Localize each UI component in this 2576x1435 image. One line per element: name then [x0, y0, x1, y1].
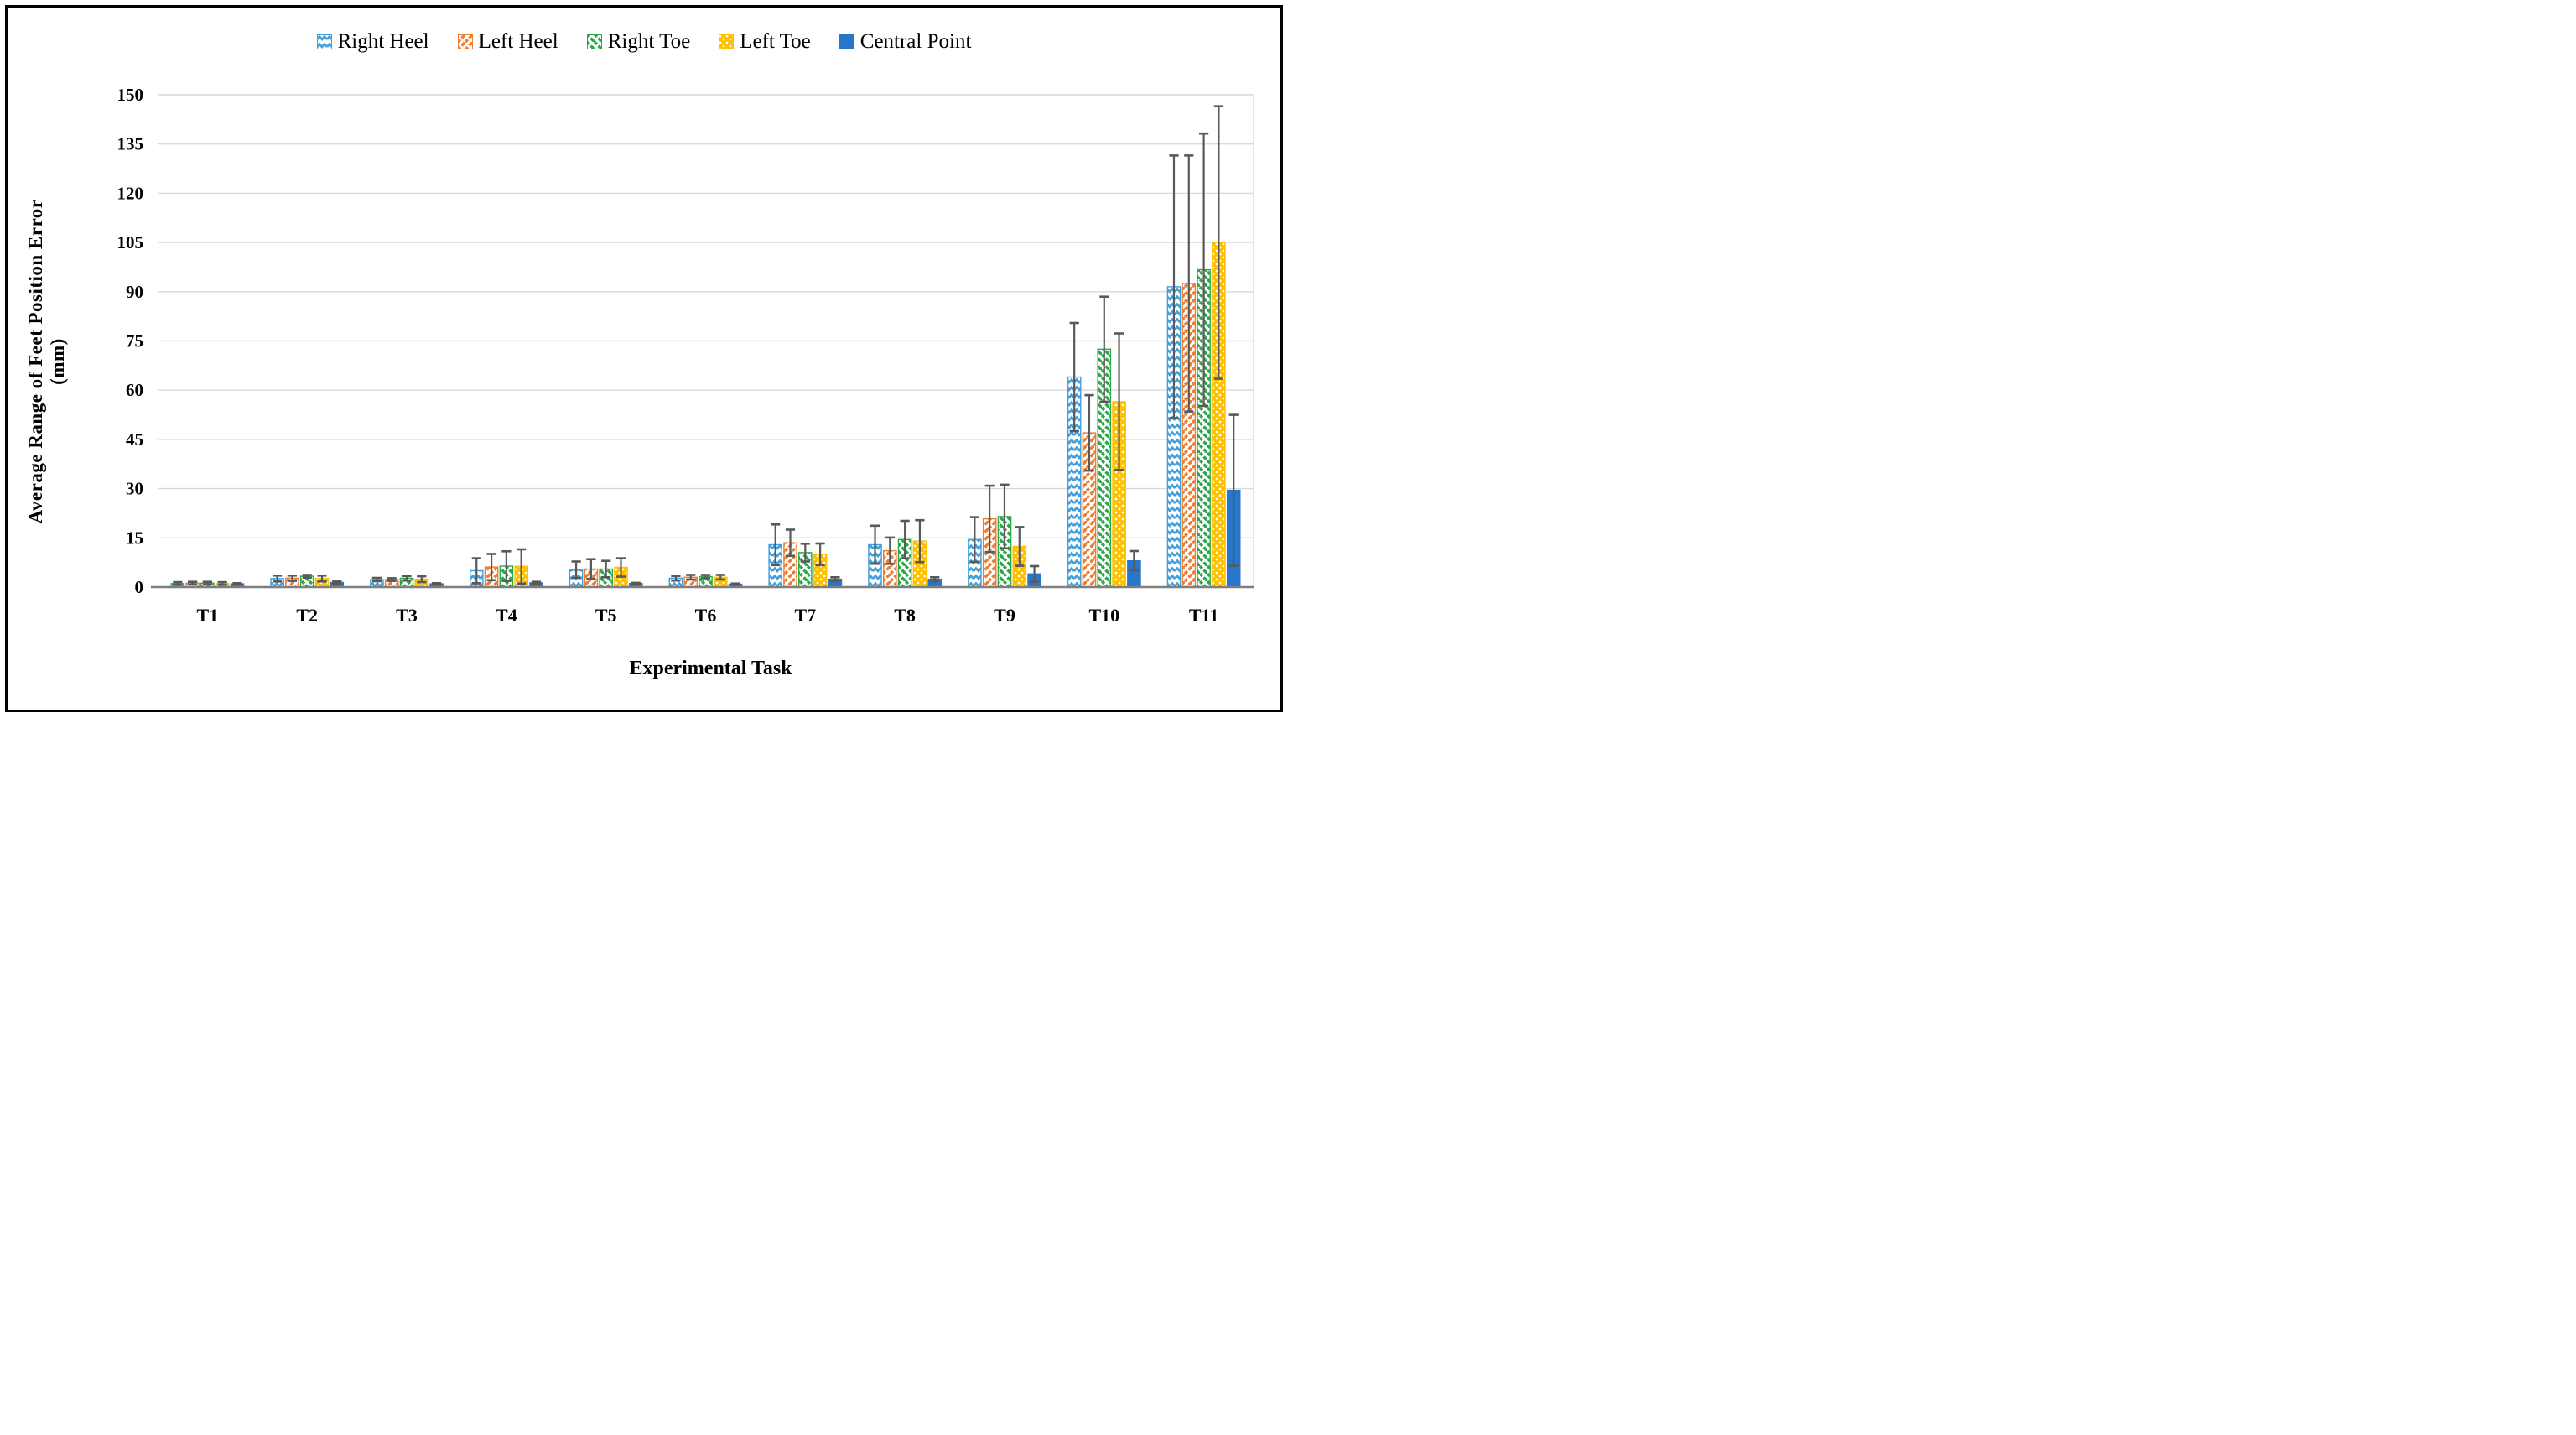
svg-text:135: 135 — [117, 134, 144, 154]
svg-text:60: 60 — [126, 380, 143, 400]
svg-text:T3: T3 — [396, 605, 418, 626]
svg-text:0: 0 — [135, 577, 144, 597]
svg-text:T8: T8 — [894, 605, 916, 626]
legend-item-left-heel: Left Heel — [457, 30, 558, 53]
legend-item-central-point: Central Point — [839, 30, 972, 53]
legend-swatch-icon — [316, 34, 332, 49]
svg-text:30: 30 — [126, 479, 143, 499]
legend-label: Central Point — [860, 30, 972, 53]
legend: Right Heel Left Heel Right Toe Left Toe Cent… — [8, 31, 1280, 52]
svg-text:T9: T9 — [994, 605, 1015, 626]
svg-text:T7: T7 — [794, 605, 816, 626]
legend-swatch-icon — [586, 34, 602, 49]
chart-frame: Right Heel Left Heel Right Toe Left Toe Cent… — [5, 5, 1283, 712]
svg-text:105: 105 — [117, 232, 144, 252]
svg-text:T5: T5 — [595, 605, 617, 626]
svg-text:15: 15 — [126, 528, 143, 548]
svg-text:T1: T1 — [197, 605, 219, 626]
plot-area: 0 15 30 45 60 75 90 105 120 135 150 T1 T2 T3 T4 T5 T6 T7 T… — [117, 85, 1254, 626]
svg-text:75: 75 — [126, 331, 143, 351]
svg-text:120: 120 — [117, 183, 144, 203]
svg-text:90: 90 — [126, 282, 143, 302]
svg-text:150: 150 — [117, 85, 144, 105]
legend-swatch-icon — [839, 34, 854, 49]
svg-text:T6: T6 — [695, 605, 717, 626]
svg-text:T4: T4 — [496, 605, 517, 626]
legend-label: Left Toe — [740, 30, 811, 53]
legend-item-right-heel: Right Heel — [316, 30, 429, 53]
svg-text:T2: T2 — [296, 605, 318, 626]
x-axis-title: Experimental Task — [629, 658, 792, 679]
legend-label: Right Heel — [337, 30, 429, 53]
legend-label: Left Heel — [478, 30, 558, 53]
legend-item-left-toe: Left Toe — [719, 31, 811, 52]
svg-text:T10: T10 — [1088, 605, 1119, 626]
chart-page: Right Heel Left Heel Right Toe Left Toe Cent… — [0, 0, 1288, 717]
legend-swatch-icon — [457, 34, 473, 49]
legend-swatch-icon — [719, 34, 735, 49]
legend-label: Right Toe — [607, 30, 691, 53]
svg-text:T11: T11 — [1189, 605, 1218, 626]
svg-text:45: 45 — [126, 429, 143, 450]
legend-item-right-toe: Right Toe — [586, 30, 691, 53]
